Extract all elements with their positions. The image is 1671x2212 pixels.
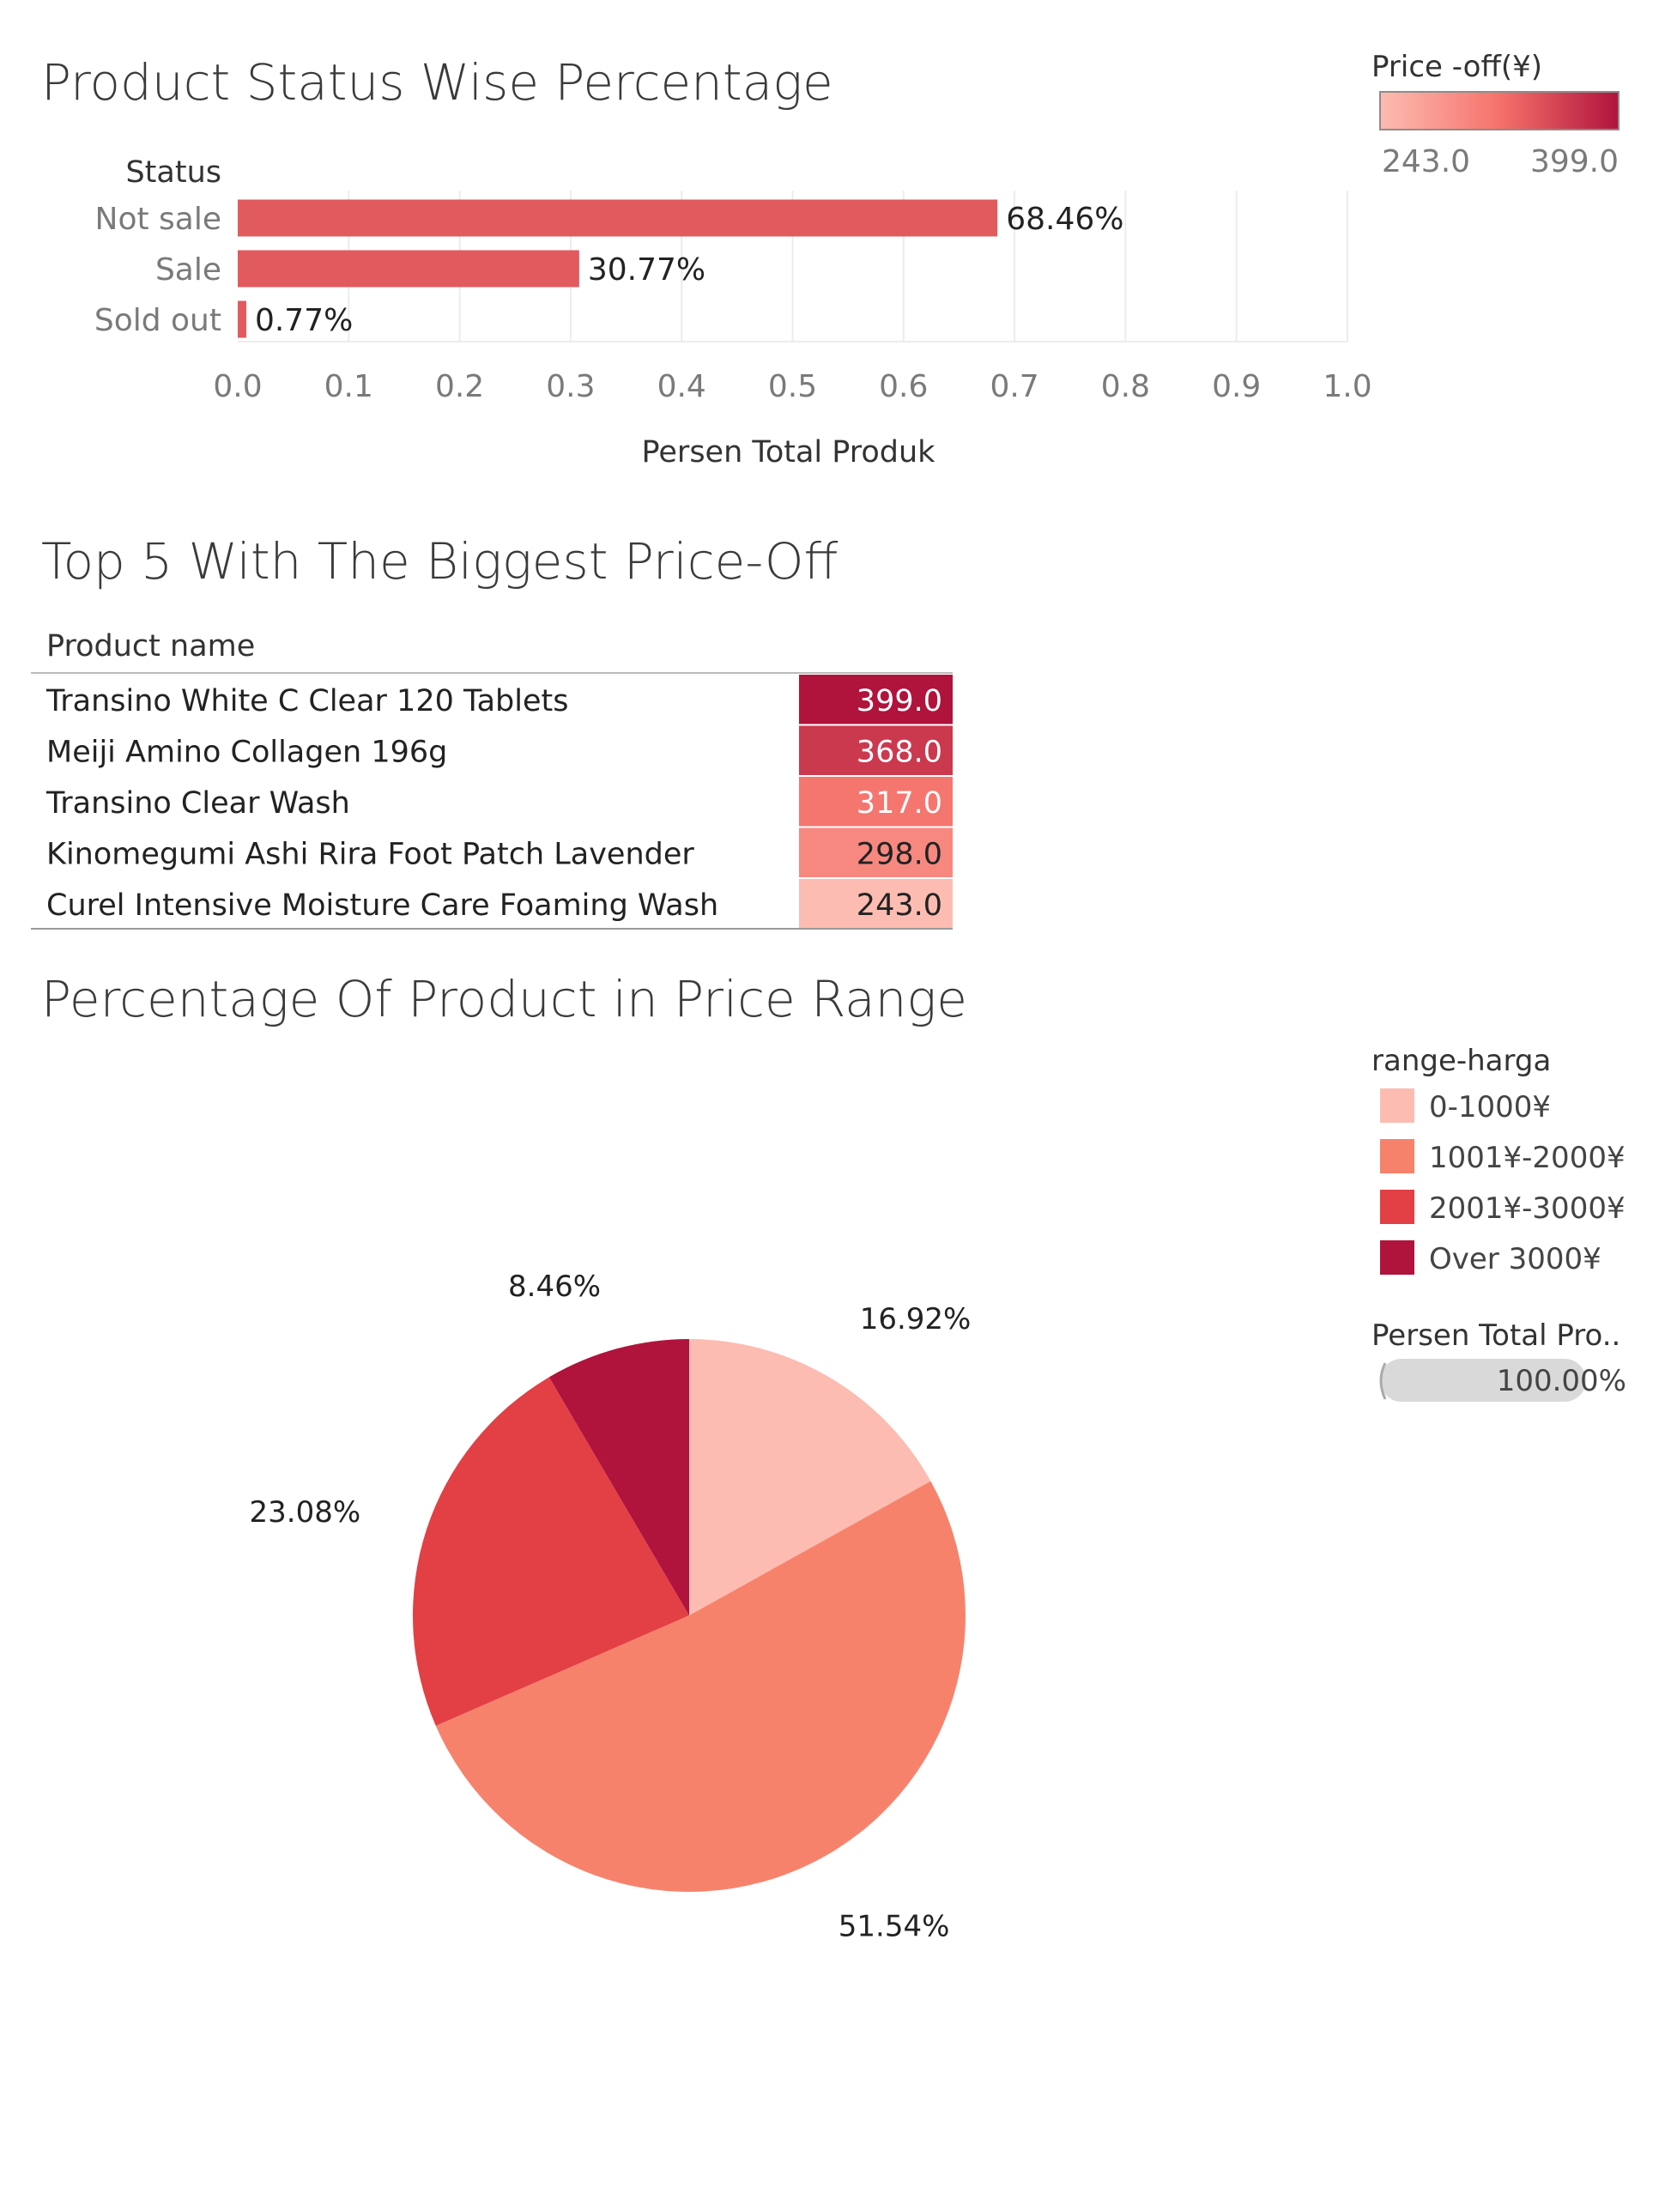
legend-swatch [1380, 1240, 1414, 1275]
product-name: Transino White C Clear 120 Tablets [45, 684, 568, 718]
pie-slice [548, 1339, 689, 1615]
top5-price-off-table: Product name Transino White C Clear 120 T… [31, 629, 953, 930]
price-range-pie-chart: 16.92% 51.54% 23.08% 8.46% [250, 1270, 972, 1944]
price-off-value: 368.0 [857, 736, 942, 770]
price-off-value: 243.0 [857, 888, 942, 923]
pie-slice [413, 1377, 689, 1726]
size-legend-edge [1379, 1362, 1387, 1400]
pie-value-label: 23.08% [250, 1495, 361, 1530]
x-tick-label: 0.3 [546, 369, 595, 404]
x-tick-label: 0.2 [435, 369, 484, 404]
price-off-cell [799, 675, 953, 724]
legend-label: 2001¥-3000¥ [1429, 1191, 1626, 1226]
x-tick-label: 0.1 [324, 369, 373, 404]
ramp-min-label: 243.0 [1382, 144, 1470, 179]
x-tick-label: 1.0 [1323, 369, 1371, 404]
status-chart-title: Product Status Wise Percentage [41, 53, 833, 112]
price-off-legend-title: Price -off(¥) [1371, 50, 1543, 84]
bar-value-label: 68.46% [1006, 202, 1123, 237]
pie-value-label: 8.46% [508, 1270, 601, 1304]
legend-swatch [1380, 1190, 1414, 1224]
price-off-cell [799, 879, 953, 929]
status-bar-chart: 0.0 0.1 0.2 0.3 0.4 0.5 0.6 0.7 0.8 0.9 1.0 Persen … [94, 155, 1372, 470]
price-range-legend-title: range-harga [1371, 1044, 1552, 1078]
legends: 243.0 399.0 0-1000¥ 1001¥-2000¥ 2001¥-3000¥ O… [1379, 91, 1626, 1402]
x-tick-label: 0.7 [990, 369, 1038, 404]
price-range-chart-title: Percentage Of Product in Price Range [41, 970, 967, 1028]
size-legend-title: Persen Total Pro.. [1371, 1318, 1621, 1353]
bar [238, 199, 998, 237]
x-axis-title: Persen Total Produk [642, 435, 936, 470]
price-off-color-ramp [1379, 91, 1620, 130]
bar-value-label: 30.77% [588, 252, 705, 288]
legend-swatch [1380, 1088, 1414, 1123]
x-tick-label: 0.0 [213, 369, 262, 404]
price-off-cell [799, 777, 953, 827]
legend-label: 1001¥-2000¥ [1429, 1141, 1626, 1175]
price-off-value: 298.0 [857, 838, 942, 872]
category-label: Not sale [95, 202, 221, 237]
product-name: Meiji Amino Collagen 196g [46, 736, 447, 770]
pie-value-label: 16.92% [860, 1302, 972, 1336]
x-tick-label: 0.9 [1212, 369, 1261, 404]
x-tick-label: 0.4 [657, 369, 706, 404]
bar [238, 300, 246, 338]
pie-value-label: 51.54% [839, 1909, 950, 1943]
legend-swatch [1380, 1139, 1414, 1173]
price-off-cell [799, 725, 953, 775]
column-header: Product name [46, 629, 255, 664]
top5-table-title: Top 5 With The Biggest Price-Off [41, 532, 839, 591]
price-off-value: 399.0 [857, 684, 942, 718]
category-label: Sale [155, 252, 221, 288]
category-label: Sold out [94, 303, 221, 338]
x-tick-label: 0.8 [1101, 369, 1150, 404]
pie-slice [435, 1481, 966, 1893]
size-legend-pill [1380, 1359, 1586, 1402]
legend-label: Over 3000¥ [1429, 1242, 1601, 1276]
product-name: Kinomegumi Ashi Rira Foot Patch Lavender [46, 838, 694, 872]
price-off-cell [799, 827, 953, 877]
pie-slice [689, 1339, 931, 1615]
size-legend-label: 100.00% [1497, 1364, 1626, 1398]
legend-label: 0-1000¥ [1429, 1090, 1551, 1124]
price-off-value: 317.0 [857, 786, 942, 821]
ramp-max-label: 399.0 [1530, 144, 1619, 179]
dimension-header: Status [125, 155, 221, 190]
x-tick-label: 0.5 [768, 369, 817, 404]
product-name: Transino Clear Wash [45, 786, 350, 821]
bar-value-label: 0.77% [255, 303, 353, 338]
bar [238, 250, 579, 288]
product-name: Curel Intensive Moisture Care Foaming Wa… [46, 888, 718, 923]
x-tick-label: 0.6 [879, 369, 928, 404]
